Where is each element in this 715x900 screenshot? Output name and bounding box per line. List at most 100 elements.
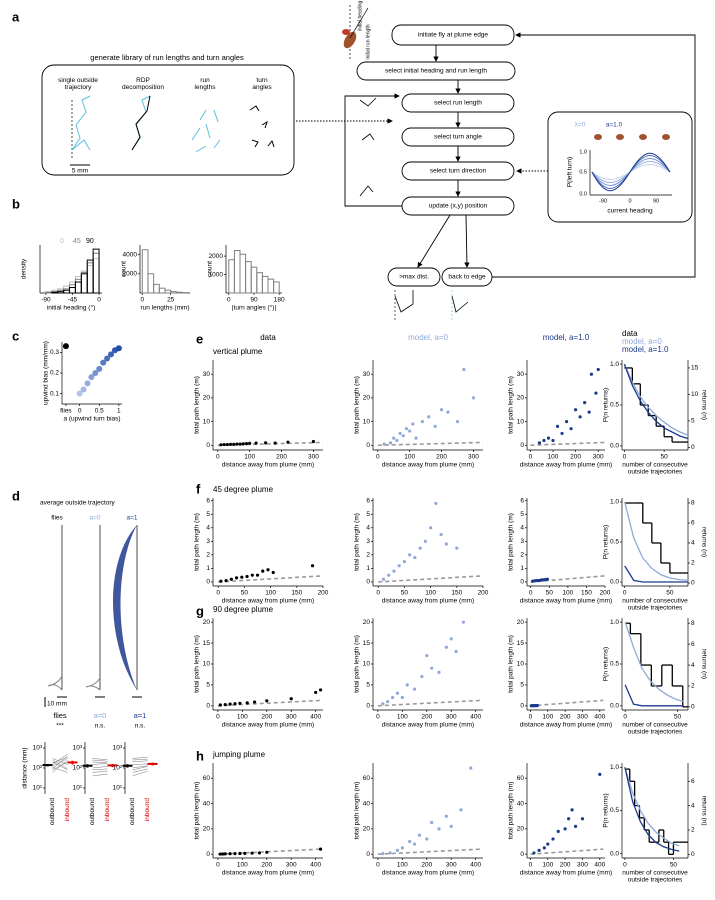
pair-line <box>92 773 108 777</box>
point <box>318 847 323 851</box>
flow-step: back to edge <box>448 274 486 281</box>
category-label: outbound <box>129 798 136 825</box>
point <box>395 691 400 695</box>
y-tick-label: 20 <box>363 395 371 402</box>
y-tick-label: 5 <box>366 511 370 518</box>
pair-line <box>132 765 148 769</box>
x-tick-label: 400 <box>594 862 605 869</box>
point <box>218 852 222 856</box>
hist-bar <box>92 248 100 294</box>
point <box>587 410 591 414</box>
point <box>412 842 417 846</box>
y-tick-label: 6 <box>206 497 210 504</box>
y-tick-label: 3 <box>366 538 370 545</box>
pair-line <box>52 761 68 771</box>
x-tick-label: 200 <box>261 714 272 721</box>
y-label: density <box>21 258 28 279</box>
y-tick-label: 3 <box>520 538 524 545</box>
y-tick-label: 20 <box>517 395 525 402</box>
model-curve <box>623 363 689 436</box>
hist-bar <box>261 275 269 294</box>
point <box>402 560 407 564</box>
x-tick-label: 0 <box>529 862 533 869</box>
y-tick-label: 20 <box>203 619 211 626</box>
scale-bar-label: 10 mm <box>47 701 67 708</box>
y2-tick-label: 15 <box>691 365 699 372</box>
y-tick-label: 60 <box>203 775 211 782</box>
y-tick-label: 0 <box>206 703 210 710</box>
x-tick-label: 200 <box>600 590 611 597</box>
point <box>223 702 227 707</box>
y-tick-label: 4000 <box>123 251 138 258</box>
y-tick-label: 15 <box>203 640 211 647</box>
point <box>255 573 260 577</box>
point <box>411 422 415 426</box>
x-tick-label: 0 <box>529 714 533 721</box>
y-tick-label: 0.5 <box>610 539 619 546</box>
point <box>395 438 399 443</box>
inset-legend: λ=0 <box>575 122 586 129</box>
point <box>233 702 237 706</box>
point <box>257 851 262 855</box>
x-tick-label: 200 <box>276 454 287 461</box>
y-tick-label: 0 <box>366 442 370 449</box>
x-tick-label: 300 <box>308 454 319 461</box>
x-tick-label: 50 <box>661 454 669 461</box>
hist-bar <box>57 288 65 294</box>
hist-bar <box>228 259 235 294</box>
x-tick-label: 200 <box>261 862 272 869</box>
inset-legend: a=1.0 <box>606 122 623 129</box>
hist-bar <box>69 284 76 294</box>
hist-bar <box>250 266 258 294</box>
point <box>238 701 242 705</box>
y-tick-label: 10 <box>517 661 525 668</box>
hist-bar <box>63 285 71 294</box>
x-tick-label: flies <box>60 408 72 415</box>
y-label: count <box>207 261 214 277</box>
x-label: distance away from plume (mm) <box>222 722 314 729</box>
reference-line <box>377 441 484 447</box>
x-label: run lengths (mm) <box>140 305 189 312</box>
y2-tick-label: 8 <box>691 500 695 507</box>
pair-line <box>132 766 148 771</box>
x-tick-label: 0 <box>216 714 220 721</box>
point <box>248 441 252 445</box>
point <box>455 419 460 424</box>
legend-entry: 0 <box>60 238 64 245</box>
y-tick-label: 3 <box>206 538 210 545</box>
point <box>408 553 412 557</box>
point <box>570 808 574 812</box>
hist-bar <box>86 262 94 294</box>
y-tick-label: 0.0 <box>610 703 619 710</box>
hist-bar <box>63 289 71 294</box>
point <box>388 441 393 445</box>
y-label: total path length (m) <box>354 376 361 434</box>
y2-tick-label: 10 <box>691 391 699 398</box>
point <box>569 427 573 431</box>
x-tick-label: 100 <box>397 714 408 721</box>
y-tick-label: 0.1 <box>50 390 59 397</box>
point <box>229 577 233 581</box>
point <box>573 824 578 828</box>
x-tick-label: 200 <box>421 862 432 869</box>
y-tick-label: 10¹ <box>113 785 123 792</box>
hist-bar <box>74 278 82 294</box>
flow-step: select turn angle <box>434 134 482 141</box>
point <box>449 824 453 828</box>
point <box>243 851 247 855</box>
y-tick-label: 0.0 <box>610 443 619 450</box>
panel-label: g <box>196 603 204 618</box>
y-label: total path length (m) <box>508 513 515 571</box>
x-tick-label: 150 <box>291 590 302 597</box>
flow-step: select run length <box>434 100 482 107</box>
y-tick-label: 30 <box>517 371 525 378</box>
x-tick-label: 0 <box>376 454 380 461</box>
point <box>425 837 429 841</box>
x-tick-label: 50 <box>674 714 682 721</box>
point <box>408 839 412 844</box>
column-header: model, a=1.0 <box>543 333 590 342</box>
reference-line <box>530 441 606 447</box>
panel-label: e <box>196 331 203 346</box>
point <box>232 442 236 446</box>
